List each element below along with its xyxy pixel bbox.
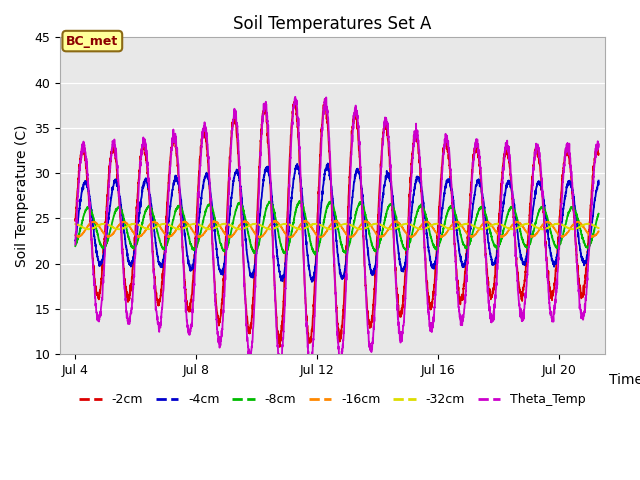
- -4cm: [308, 279, 316, 285]
- -32cm: [162, 221, 170, 227]
- -16cm: [529, 234, 536, 240]
- Theta_Temp: [72, 241, 79, 247]
- -32cm: [478, 227, 486, 232]
- -4cm: [529, 211, 536, 217]
- -4cm: [72, 238, 79, 243]
- Line: -2cm: -2cm: [76, 99, 598, 347]
- -2cm: [131, 236, 139, 242]
- -16cm: [255, 235, 263, 240]
- -16cm: [72, 232, 79, 238]
- -32cm: [272, 225, 280, 230]
- Theta_Temp: [307, 365, 314, 371]
- -32cm: [295, 226, 303, 232]
- -8cm: [311, 252, 319, 258]
- -8cm: [585, 244, 593, 250]
- Legend: -2cm, -4cm, -8cm, -16cm, -32cm, Theta_Temp: -2cm, -4cm, -8cm, -16cm, -32cm, Theta_Te…: [74, 388, 591, 411]
- -16cm: [595, 228, 602, 234]
- -8cm: [296, 198, 303, 204]
- -16cm: [162, 232, 170, 238]
- -16cm: [585, 231, 593, 237]
- -16cm: [131, 231, 139, 237]
- Line: -32cm: -32cm: [76, 224, 598, 229]
- -16cm: [295, 224, 303, 230]
- Line: -8cm: -8cm: [76, 201, 598, 255]
- Theta_Temp: [272, 313, 280, 319]
- Line: Theta_Temp: Theta_Temp: [76, 97, 598, 368]
- -16cm: [272, 219, 280, 225]
- -2cm: [595, 151, 602, 156]
- Theta_Temp: [162, 239, 170, 244]
- -8cm: [595, 211, 602, 216]
- Theta_Temp: [295, 133, 303, 139]
- -8cm: [295, 200, 303, 205]
- -4cm: [324, 161, 332, 167]
- -2cm: [162, 223, 170, 229]
- Title: Soil Temperatures Set A: Soil Temperatures Set A: [233, 15, 431, 33]
- -8cm: [529, 233, 536, 239]
- -32cm: [529, 222, 536, 228]
- -4cm: [595, 178, 602, 183]
- Line: -4cm: -4cm: [76, 164, 598, 282]
- X-axis label: Time: Time: [609, 373, 640, 387]
- -8cm: [72, 243, 79, 249]
- -8cm: [162, 243, 170, 249]
- -2cm: [72, 216, 79, 222]
- -2cm: [529, 177, 536, 183]
- Theta_Temp: [585, 253, 593, 259]
- -16cm: [301, 218, 308, 224]
- Theta_Temp: [291, 94, 299, 100]
- -32cm: [585, 221, 593, 227]
- -32cm: [595, 225, 602, 231]
- Theta_Temp: [595, 142, 602, 147]
- -2cm: [295, 141, 303, 147]
- -8cm: [131, 245, 139, 251]
- Theta_Temp: [131, 252, 139, 258]
- Line: -16cm: -16cm: [76, 221, 598, 238]
- -4cm: [295, 165, 303, 170]
- -4cm: [162, 242, 170, 248]
- -2cm: [321, 96, 329, 102]
- Theta_Temp: [529, 187, 536, 192]
- -4cm: [585, 248, 593, 254]
- -32cm: [463, 221, 471, 227]
- -2cm: [272, 306, 280, 312]
- -2cm: [276, 344, 284, 350]
- Text: BC_met: BC_met: [66, 35, 118, 48]
- -32cm: [131, 221, 139, 227]
- -8cm: [272, 218, 280, 224]
- -4cm: [272, 240, 280, 245]
- -32cm: [72, 221, 79, 227]
- Y-axis label: Soil Temperature (C): Soil Temperature (C): [15, 124, 29, 267]
- -2cm: [585, 232, 593, 238]
- -4cm: [131, 247, 139, 253]
